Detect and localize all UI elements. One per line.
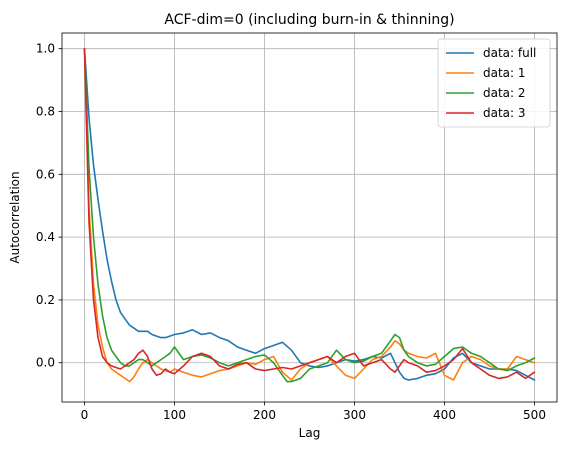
y-tick-label: 0.6 xyxy=(36,167,55,181)
plot-frame xyxy=(61,32,558,403)
legend-box xyxy=(437,38,551,128)
x-tick-label: 500 xyxy=(523,408,546,422)
series-line-4 xyxy=(83,47,536,380)
x-tick-label: 0 xyxy=(81,408,89,422)
x-tick-label: 400 xyxy=(433,408,456,422)
x-tick-label: 100 xyxy=(163,408,186,422)
series-line-1 xyxy=(83,47,536,381)
y-tick-label: 1.0 xyxy=(36,42,55,56)
x-tick-label: 200 xyxy=(253,408,276,422)
y-tick-label: 0.8 xyxy=(36,105,55,119)
legend-label: data: 2 xyxy=(483,86,526,100)
legend-label: data: full xyxy=(483,46,536,60)
x-axis-label: Lag xyxy=(299,426,321,440)
x-axis-ticks: 0 100 200 300 400 500 xyxy=(81,402,546,422)
x-tick-label: 300 xyxy=(343,408,366,422)
legend-label: data: 1 xyxy=(483,66,526,80)
legend-label: data: 3 xyxy=(483,106,526,120)
y-tick-label: 0.0 xyxy=(36,356,55,370)
chart-title: ACF-dim=0 (including burn-in & thinning) xyxy=(164,12,454,28)
y-tick-label: 0.4 xyxy=(36,230,55,244)
y-axis-ticks: 0.0 0.2 0.4 0.6 0.8 1.0 xyxy=(36,42,62,370)
series-layer xyxy=(83,47,536,383)
y-axis-label: Autocorrelation xyxy=(8,171,22,263)
legend: data: full data: 1 data: 2 data: 3 xyxy=(437,38,551,128)
y-tick-label: 0.2 xyxy=(36,293,55,307)
